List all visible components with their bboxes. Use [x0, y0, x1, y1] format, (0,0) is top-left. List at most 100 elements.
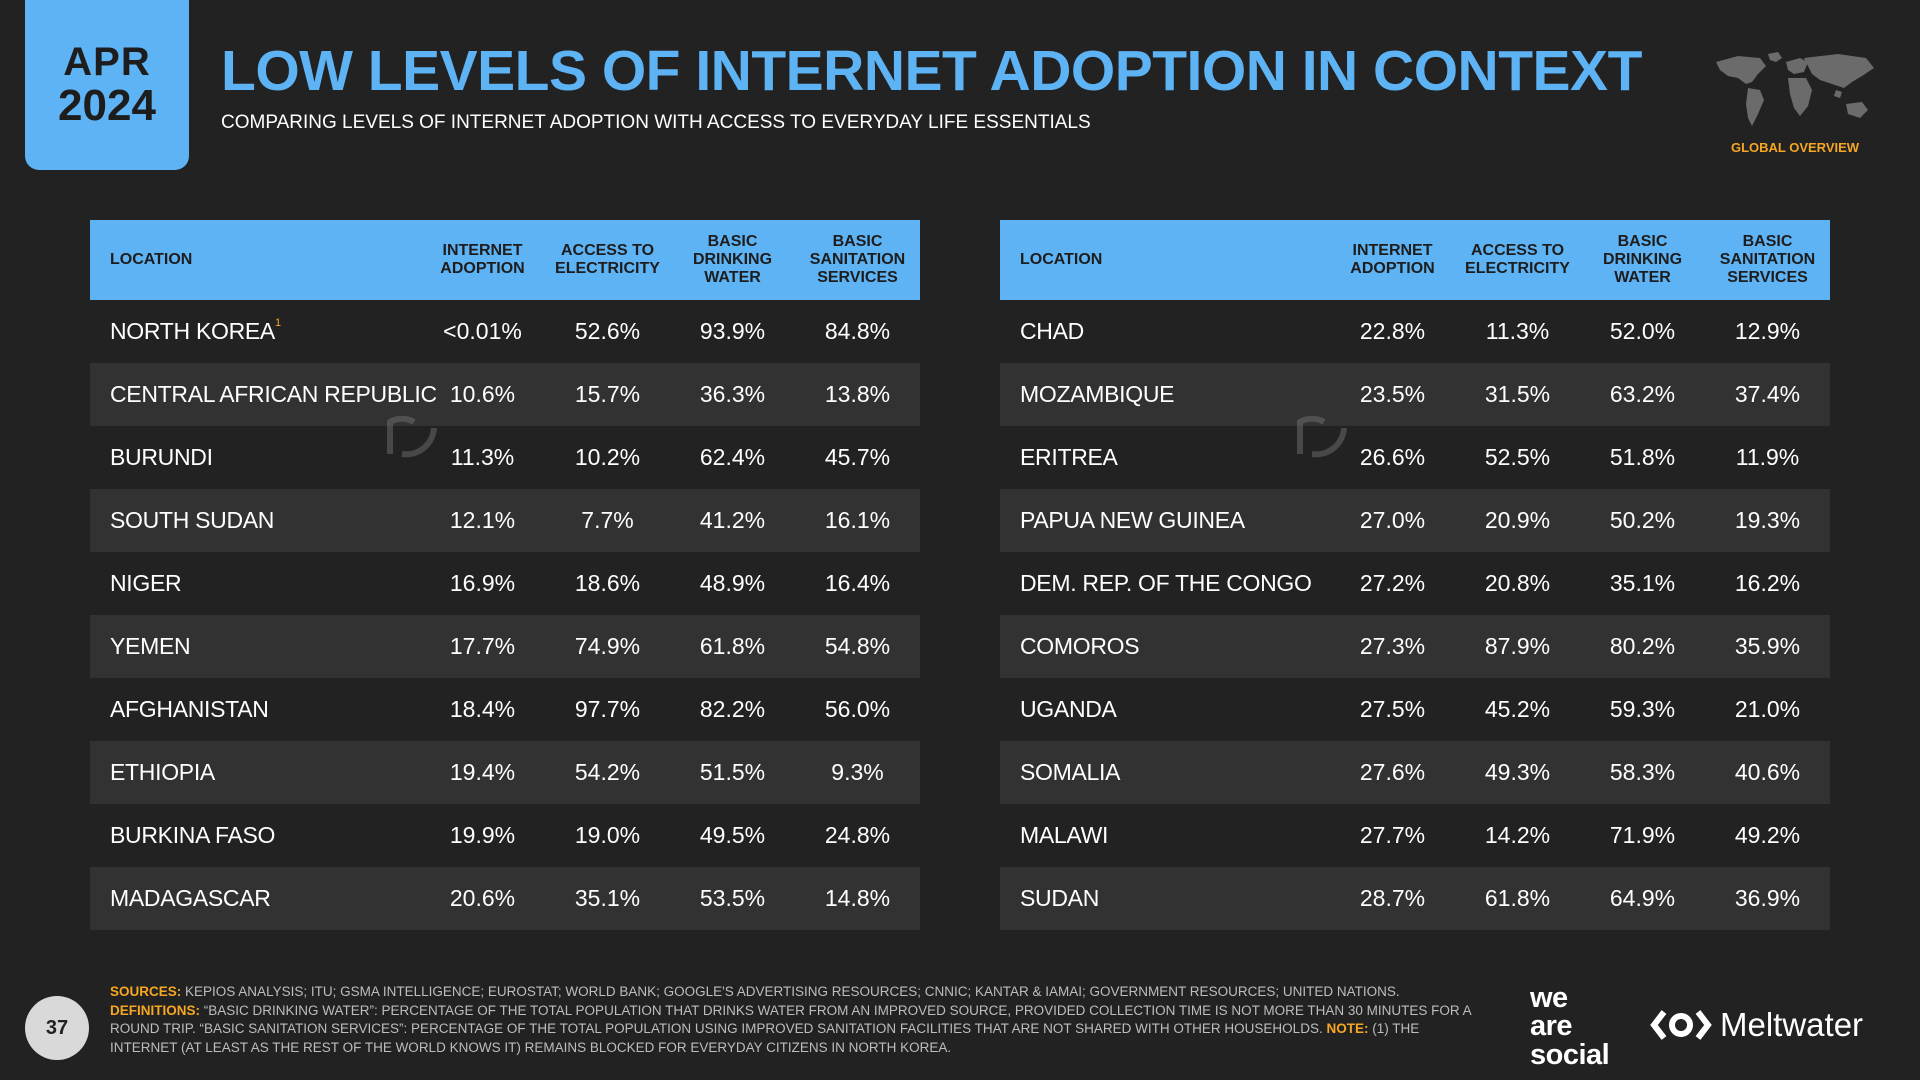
cell-internet: 12.1% — [449, 507, 516, 533]
table-row: BURKINA FASO 19.9% 19.0% 49.5% 24.8% — [90, 804, 920, 867]
cell-internet: 27.5% — [1359, 696, 1426, 722]
cell-sanitation: 19.3% — [1734, 507, 1801, 533]
table-row: YEMEN 17.7% 74.9% 61.8% 54.8% — [90, 615, 920, 678]
cell-water: 48.9% — [699, 570, 766, 596]
table-row: CENTRAL AFRICAN REPUBLIC 10.6% 15.7% 36.3% 1… — [90, 363, 920, 426]
header-sanitation: BASIC SANITATION SERVICES — [1719, 233, 1816, 286]
cell-location: MALAWI — [1020, 822, 1109, 848]
table-row: DEM. REP. OF THE CONGO 27.2% 20.8% 35.1% 16.… — [1000, 552, 1830, 615]
cell-electricity: 31.5% — [1484, 381, 1551, 407]
cell-water: 51.8% — [1609, 444, 1676, 470]
cell-internet: 27.6% — [1359, 759, 1426, 785]
cell-sanitation: 56.0% — [824, 696, 891, 722]
cell-sanitation: 84.8% — [824, 318, 891, 344]
footer-notes: SOURCES: KEPIOS ANALYSIS; ITU; GSMA INTE… — [110, 984, 1471, 1055]
table-row: MALAWI 27.7% 14.2% 71.9% 49.2% — [1000, 804, 1830, 867]
cell-location: AFGHANISTAN — [110, 696, 269, 722]
page-subtitle: COMPARING LEVELS OF INTERNET ADOPTION WI… — [221, 112, 1091, 133]
table-header: LOCATION INTERNET ADOPTION ACCESS TO ELECT… — [1000, 220, 1830, 300]
cell-internet: 10.6% — [449, 381, 516, 407]
badge-year: 2024 — [58, 80, 156, 130]
cell-sanitation: 16.4% — [824, 570, 891, 596]
cell-internet: 27.3% — [1359, 633, 1426, 659]
table-row: SUDAN 28.7% 61.8% 64.9% 36.9% — [1000, 867, 1830, 930]
cell-location: YEMEN — [110, 633, 191, 659]
cell-sanitation: 12.9% — [1734, 318, 1801, 344]
cell-water: 63.2% — [1609, 381, 1676, 407]
cell-water: 51.5% — [699, 759, 766, 785]
cell-internet: 11.3% — [450, 444, 515, 470]
cell-electricity: 18.6% — [574, 570, 641, 596]
cell-internet: 16.9% — [449, 570, 516, 596]
cell-sanitation: 40.6% — [1734, 759, 1801, 785]
cell-water: 52.0% — [1609, 318, 1676, 344]
cell-electricity: 10.2% — [574, 444, 641, 470]
page-number: 37 — [25, 996, 89, 1060]
cell-location: ERITREA — [1020, 444, 1118, 470]
cell-electricity: 20.8% — [1484, 570, 1551, 596]
cell-water: 50.2% — [1609, 507, 1676, 533]
cell-electricity: 35.1% — [574, 885, 641, 911]
cell-internet: 19.9% — [449, 822, 516, 848]
cell-electricity: 97.7% — [574, 696, 641, 722]
table-row: BURUNDI 11.3% 10.2% 62.4% 45.7% — [90, 426, 920, 489]
world-map-icon — [1716, 52, 1874, 126]
right-data-table: LOCATION INTERNET ADOPTION ACCESS TO ELECT… — [1000, 220, 1830, 930]
cell-water: 71.9% — [1609, 822, 1676, 848]
badge-month: APR — [63, 39, 151, 84]
table-row: SOUTH SUDAN 12.1% 7.7% 41.2% 16.1% — [90, 489, 920, 552]
table-row: AFGHANISTAN 18.4% 97.7% 82.2% 56.0% — [90, 678, 920, 741]
cell-water: 61.8% — [699, 633, 766, 659]
header-water: BASIC DRINKING WATER — [692, 233, 773, 286]
header-sanitation: BASIC SANITATION SERVICES — [809, 233, 906, 286]
cell-sanitation: 21.0% — [1734, 696, 1801, 722]
cell-internet: 19.4% — [449, 759, 516, 785]
cell-water: 35.1% — [1609, 570, 1676, 596]
cell-sanitation: 11.9% — [1735, 444, 1800, 470]
cell-water: 93.9% — [699, 318, 766, 344]
header-water: BASIC DRINKING WATER — [1602, 233, 1683, 286]
cell-internet: 17.7% — [449, 633, 516, 659]
cell-internet: 23.5% — [1359, 381, 1426, 407]
cell-water: 82.2% — [699, 696, 766, 722]
table-row: SOMALIA 27.6% 49.3% 58.3% 40.6% — [1000, 741, 1830, 804]
header-electricity: ACCESS TO ELECTRICITY — [1465, 242, 1570, 277]
cell-electricity: 49.3% — [1484, 759, 1551, 785]
cell-location: NORTH KOREA1 — [110, 317, 281, 344]
datareportal-watermark-icon — [387, 415, 437, 458]
cell-water: 64.9% — [1609, 885, 1676, 911]
header-electricity: ACCESS TO ELECTRICITY — [555, 242, 660, 277]
cell-electricity: 54.2% — [574, 759, 641, 785]
cell-location: CENTRAL AFRICAN REPUBLIC — [110, 381, 437, 407]
cell-electricity: 52.5% — [1484, 444, 1551, 470]
table-row: MOZAMBIQUE 23.5% 31.5% 63.2% 37.4% — [1000, 363, 1830, 426]
cell-internet: 27.2% — [1359, 570, 1426, 596]
footnote-marker: 1 — [274, 317, 281, 330]
cell-sanitation: 13.8% — [824, 381, 891, 407]
cell-internet: <0.01% — [443, 318, 522, 344]
cell-location: MADAGASCAR — [110, 885, 271, 911]
cell-internet: 18.4% — [449, 696, 516, 722]
table-row: UGANDA 27.5% 45.2% 59.3% 21.0% — [1000, 678, 1830, 741]
table-row: MADAGASCAR 20.6% 35.1% 53.5% 14.8% — [90, 867, 920, 930]
cell-internet: 22.8% — [1359, 318, 1426, 344]
cell-water: 59.3% — [1609, 696, 1676, 722]
meltwater-logo: Meltwater — [1650, 1000, 1863, 1050]
cell-location: BURUNDI — [110, 444, 213, 470]
cell-location: SOUTH SUDAN — [110, 507, 275, 533]
left-data-table: LOCATION INTERNET ADOPTION ACCESS TO ELECT… — [90, 220, 920, 930]
cell-electricity: 45.2% — [1484, 696, 1551, 722]
cell-sanitation: 36.9% — [1734, 885, 1801, 911]
cell-electricity: 15.7% — [574, 381, 641, 407]
cell-sanitation: 16.1% — [824, 507, 891, 533]
cell-internet: 27.0% — [1359, 507, 1426, 533]
table-row: ETHIOPIA 19.4% 54.2% 51.5% 9.3% — [90, 741, 920, 804]
datareportal-watermark-icon — [1297, 415, 1347, 458]
table-row: NORTH KOREA1 <0.01% 52.6% 93.9% 84.8% — [90, 300, 920, 363]
table-row: PAPUA NEW GUINEA 27.0% 20.9% 50.2% 19.3% — [1000, 489, 1830, 552]
cell-sanitation: 35.9% — [1734, 633, 1801, 659]
cell-electricity: 7.7% — [581, 507, 634, 533]
cell-electricity: 14.2% — [1484, 822, 1551, 848]
cell-sanitation: 14.8% — [824, 885, 891, 911]
table-row: CHAD 22.8% 11.3% 52.0% 12.9% — [1000, 300, 1830, 363]
